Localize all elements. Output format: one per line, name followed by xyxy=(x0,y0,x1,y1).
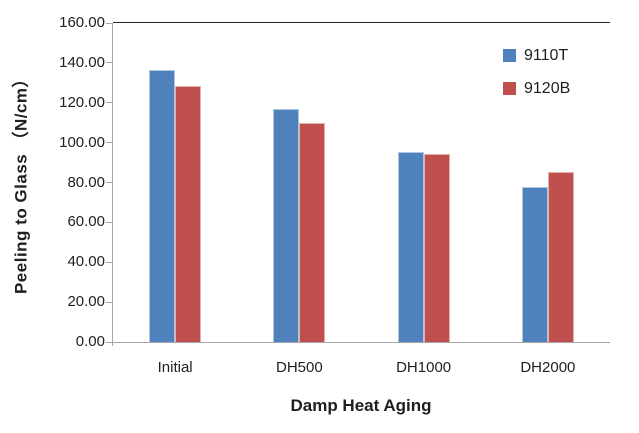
y-tick-mark xyxy=(106,261,113,263)
y-tick-label: 140.00 xyxy=(59,53,105,71)
x-axis-line xyxy=(113,342,610,343)
legend-label: 9110T xyxy=(524,46,569,64)
y-axis-line xyxy=(112,23,113,346)
y-tick-label: 60.00 xyxy=(67,213,105,231)
bar-9110T-DH2000 xyxy=(521,187,548,342)
x-category-label-DH500: DH500 xyxy=(276,359,323,376)
y-tick-label: 40.00 xyxy=(67,253,105,271)
bar-9110T-DH1000 xyxy=(397,151,424,342)
y-tick-mark xyxy=(106,62,113,64)
bar-9120B-DH2000 xyxy=(547,171,574,342)
y-tick-label: 20.00 xyxy=(67,293,105,311)
legend-label: 9120B xyxy=(524,79,571,97)
bar-9110T-Initial xyxy=(149,69,176,342)
x-category-label-Initial: Initial xyxy=(157,359,193,376)
legend-swatch-icon xyxy=(503,49,516,62)
plot-border-top xyxy=(113,21,610,23)
legend-item-9110T: 9110T xyxy=(503,47,570,64)
y-tick-label: 120.00 xyxy=(59,93,105,111)
y-tick-label: 0.00 xyxy=(75,333,105,350)
x-category-label-DH2000: DH2000 xyxy=(520,359,576,376)
y-tick-mark xyxy=(106,221,113,223)
y-tick-mark xyxy=(106,341,113,343)
y-tick-mark xyxy=(106,22,113,24)
y-tick-label: 160.00 xyxy=(59,14,105,31)
bar-9120B-DH1000 xyxy=(423,153,450,342)
x-category-label-DH1000: DH1000 xyxy=(396,359,452,376)
legend-item-9120B: 9120B xyxy=(503,80,570,97)
bar-9110T-DH500 xyxy=(273,108,300,342)
y-tick-mark xyxy=(106,182,113,183)
bar-9120B-Initial xyxy=(175,85,202,342)
x-axis-title: Damp Heat Aging xyxy=(290,396,432,415)
bar-9120B-DH500 xyxy=(299,122,326,342)
legend: 9110T 9120B xyxy=(503,47,570,113)
legend-swatch-icon xyxy=(503,82,516,95)
y-tick-mark xyxy=(106,301,113,303)
plot-area xyxy=(113,23,610,342)
y-tick-label: 80.00 xyxy=(67,173,105,191)
y-tick-label: 100.00 xyxy=(59,133,105,151)
y-tick-mark xyxy=(106,102,113,104)
y-tick-mark xyxy=(106,142,113,144)
